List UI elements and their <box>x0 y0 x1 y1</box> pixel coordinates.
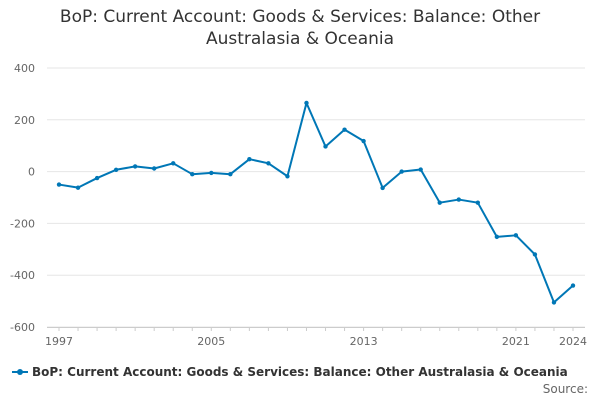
x-tick-label: 2013 <box>350 335 378 348</box>
gridlines <box>47 67 585 328</box>
source-label: Source: <box>542 382 588 396</box>
data-point[interactable] <box>513 233 519 238</box>
chart-title-line-1: BoP: Current Account: Goods & Services: … <box>59 7 541 27</box>
data-point[interactable] <box>266 161 271 166</box>
y-tick-label: 200 <box>14 114 35 127</box>
data-point[interactable] <box>570 283 576 288</box>
data-point[interactable] <box>418 167 423 172</box>
chart-title: BoP: Current Account: Goods & Services: … <box>0 6 600 50</box>
series-line[interactable] <box>58 101 574 304</box>
data-point[interactable] <box>399 169 404 174</box>
data-point[interactable] <box>304 100 309 106</box>
data-point[interactable] <box>247 156 252 162</box>
series-layer <box>56 100 576 305</box>
data-point[interactable] <box>56 182 62 187</box>
data-point[interactable] <box>475 200 481 205</box>
series[interactable] <box>56 100 576 305</box>
chart-title-line-2: Australasia & Oceania <box>205 29 395 49</box>
data-point[interactable] <box>361 138 366 144</box>
x-tick-label: 2021 <box>502 335 530 348</box>
y-tick-label: -400 <box>10 269 35 282</box>
data-point[interactable] <box>190 171 195 177</box>
data-point[interactable] <box>132 164 138 169</box>
data-point[interactable] <box>151 166 157 171</box>
x-axis: 1997 2005 2013 2021 2024 <box>45 327 587 348</box>
legend[interactable]: BoP: Current Account: Goods & Services: … <box>12 365 568 379</box>
legend-line-marker-icon <box>12 367 28 377</box>
data-point[interactable] <box>285 174 290 179</box>
data-point[interactable] <box>75 185 81 190</box>
data-point[interactable] <box>380 185 385 191</box>
y-tick-label: 0 <box>28 166 35 179</box>
y-axis-tick-labels: -600 -400 -200 0 200 400 <box>10 62 35 334</box>
data-point[interactable] <box>113 167 119 172</box>
x-tick-label: 2024 <box>559 335 587 348</box>
data-point[interactable] <box>456 197 461 202</box>
data-point[interactable] <box>551 300 557 305</box>
data-point[interactable] <box>94 175 100 181</box>
data-point[interactable] <box>494 234 500 240</box>
legend-label: BoP: Current Account: Goods & Services: … <box>32 365 568 379</box>
data-point[interactable] <box>209 170 214 176</box>
data-point[interactable] <box>437 200 442 205</box>
y-tick-label: -200 <box>10 217 35 230</box>
x-tick-label: 1997 <box>45 335 73 348</box>
data-point[interactable] <box>342 127 347 132</box>
data-point[interactable] <box>171 161 176 166</box>
data-point[interactable] <box>228 171 233 177</box>
y-tick-label: -600 <box>10 321 35 334</box>
x-tick-label: 2005 <box>197 335 225 348</box>
y-tick-label: 400 <box>14 62 35 75</box>
data-point[interactable] <box>323 144 328 149</box>
data-point[interactable] <box>532 252 538 257</box>
